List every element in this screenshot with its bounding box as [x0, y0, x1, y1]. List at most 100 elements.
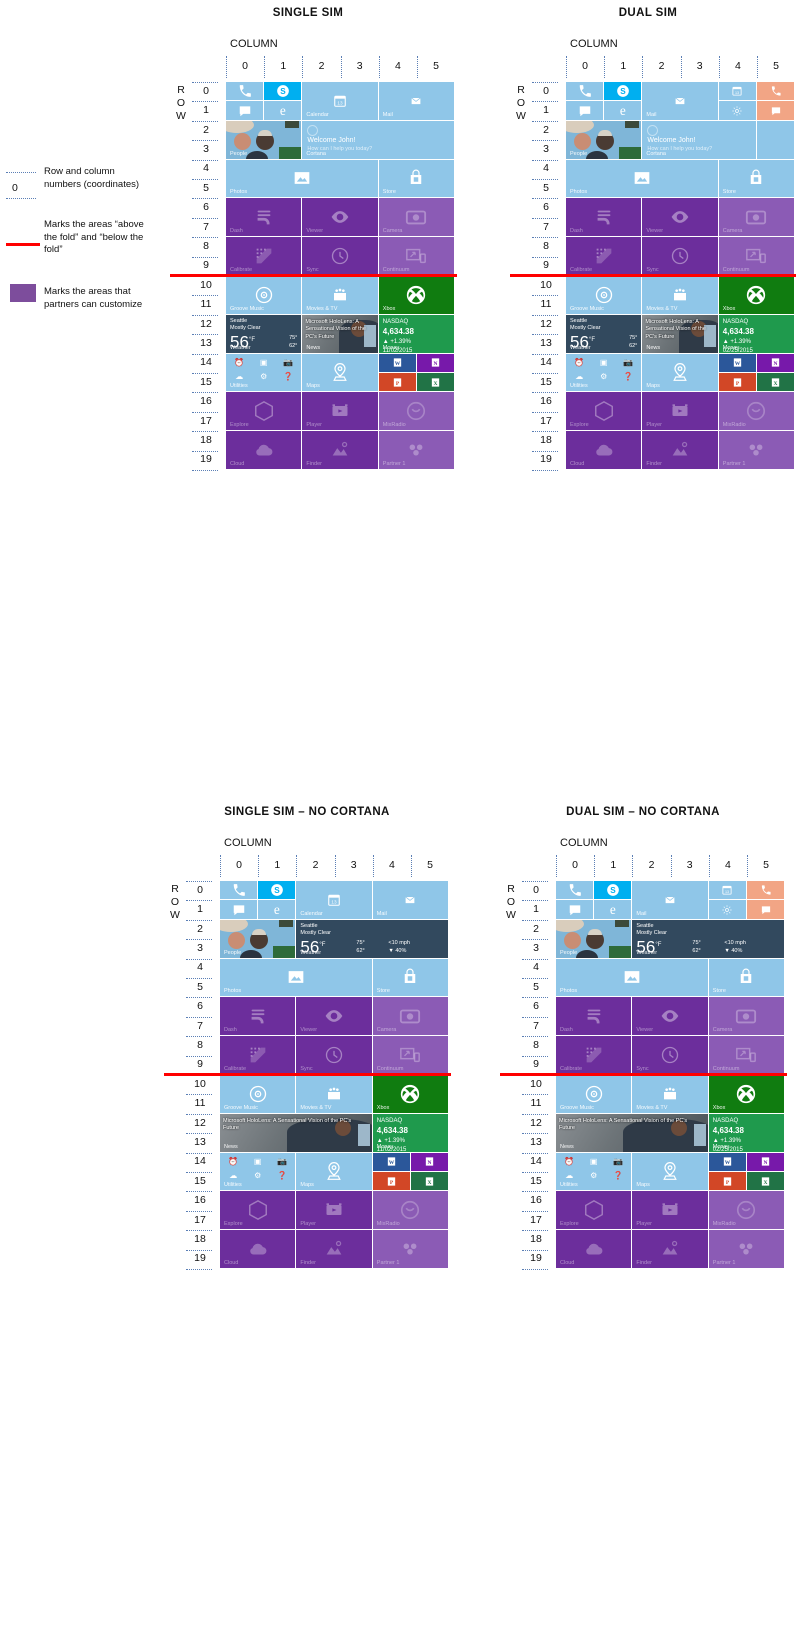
tile-camera[interactable]: Camera — [718, 198, 795, 237]
tile-weather[interactable]: Seattle Mostly Clear 56°F 75° 62° Weather — [226, 314, 302, 353]
tile-mail[interactable]: Mail — [632, 881, 708, 919]
tile-excel[interactable]: X — [410, 1171, 449, 1191]
tile-cloud[interactable]: Cloud — [220, 1230, 296, 1268]
tile-office-group[interactable]: W N P X — [378, 353, 455, 392]
tile-explore[interactable]: Explore — [566, 392, 642, 431]
tile-store[interactable]: Store — [718, 159, 795, 198]
tile-calendar[interactable]: 13 Calendar — [296, 881, 372, 919]
tile-finder[interactable]: Finder — [632, 1230, 708, 1268]
tile-maps[interactable]: Maps — [296, 1152, 372, 1191]
tile-finder[interactable]: Finder — [296, 1230, 372, 1268]
tile-onenote[interactable]: N — [756, 353, 795, 372]
tile-people[interactable]: People — [556, 919, 632, 958]
tile-powerpoint[interactable]: P — [372, 1171, 410, 1191]
tile-groove-music[interactable]: Groove Music — [556, 1075, 632, 1113]
tile-word[interactable]: W — [372, 1152, 410, 1171]
tile-groove-music[interactable]: Groove Music — [226, 276, 302, 314]
tile-weather[interactable]: Seattle Mostly Clear 56°F 75° 62° Weather — [566, 314, 642, 353]
tile-store[interactable]: Store — [708, 958, 785, 997]
tile-office-group[interactable]: W N P X — [718, 353, 795, 392]
tile-calibrate[interactable]: Calibrate — [566, 237, 642, 275]
tile-cortana[interactable]: Welcome John! How can I help you today? Co… — [642, 120, 756, 159]
tile-photos[interactable]: Photos — [226, 159, 378, 198]
tile-store[interactable]: Store — [378, 159, 455, 198]
tile-continuum[interactable]: Continuum — [372, 1036, 449, 1074]
tile-maps[interactable]: Maps — [302, 353, 378, 392]
tile-mixradio[interactable]: MixRadio — [372, 1191, 449, 1230]
tile-powerpoint[interactable]: P — [718, 372, 756, 392]
tile-edge[interactable]: e — [258, 900, 296, 919]
tile-skype[interactable]: S — [594, 881, 632, 900]
tile-sync[interactable]: Sync — [642, 237, 718, 275]
tile-phone[interactable] — [556, 881, 594, 900]
tile-sync[interactable]: Sync — [302, 237, 378, 275]
tile-money[interactable]: NASDAQ 4,634.38 ▲ +1.39% 02/25/2015 Money — [718, 314, 795, 353]
tile-phone-2[interactable] — [757, 82, 795, 101]
tile-calendar[interactable]: 13 Calendar — [302, 82, 378, 120]
tile-photos[interactable]: Photos — [566, 159, 718, 198]
tile-money[interactable]: NASDAQ 4,634.38 ▲ +1.39% 02/25/2015 Money — [708, 1113, 785, 1152]
tile-calendar[interactable]: 13 — [708, 881, 746, 900]
tile-office-group[interactable]: W N P X — [372, 1152, 449, 1191]
tile-messaging-2[interactable] — [757, 101, 795, 120]
tile-weather[interactable]: Seattle Mostly Clear 56°F 75° 62° <10 mph ▼ 40… — [632, 919, 785, 958]
tile-store[interactable]: Store — [372, 958, 449, 997]
tile-movies-tv[interactable]: Movies & TV — [632, 1075, 708, 1113]
tile-office-group[interactable]: W N P X — [708, 1152, 785, 1191]
tile-onenote[interactable]: N — [410, 1152, 449, 1171]
tile-word[interactable]: W — [708, 1152, 746, 1171]
tile-settings[interactable] — [718, 101, 756, 120]
tile-messaging[interactable] — [226, 101, 264, 120]
tile-groove-music[interactable]: Groove Music — [566, 276, 642, 314]
tile-phone[interactable] — [220, 881, 258, 900]
tile-skype[interactable]: S — [604, 82, 642, 101]
tile-messaging[interactable] — [556, 900, 594, 919]
tile-phone[interactable] — [226, 82, 264, 101]
tile-edge[interactable]: e — [264, 101, 302, 120]
tile-word[interactable]: W — [718, 353, 756, 372]
tile-groove-music[interactable]: Groove Music — [220, 1075, 296, 1113]
tile-partner[interactable]: Partner 1 — [378, 431, 455, 469]
tile-settings[interactable] — [708, 900, 746, 919]
tile-people[interactable]: People — [566, 120, 642, 159]
tile-word[interactable]: W — [378, 353, 416, 372]
tile-dash[interactable]: Dash — [220, 997, 296, 1036]
tile-messaging[interactable] — [566, 101, 604, 120]
tile-mail[interactable]: Mail — [642, 82, 718, 120]
tile-viewer[interactable]: Viewer — [296, 997, 372, 1036]
tile-explore[interactable]: Explore — [220, 1191, 296, 1230]
tile-camera[interactable]: Camera — [378, 198, 455, 237]
tile-powerpoint[interactable]: P — [378, 372, 416, 392]
tile-utilities[interactable]: ⏰ ▣ 📷 ☁ ⚙ ❓ Utilities — [556, 1152, 632, 1191]
tile-partner[interactable]: Partner 1 — [372, 1230, 449, 1268]
tile-messaging[interactable] — [220, 900, 258, 919]
tile-money[interactable]: NASDAQ 4,634.38 ▲ +1.39% 11/02/2015 Money — [372, 1113, 449, 1152]
tile-sync[interactable]: Sync — [632, 1036, 708, 1074]
tile-onenote[interactable]: N — [746, 1152, 785, 1171]
tile-player[interactable]: Player — [296, 1191, 372, 1230]
tile-xbox[interactable]: Xbox — [378, 276, 455, 314]
tile-mixradio[interactable]: MixRadio — [718, 392, 795, 431]
tile-money[interactable]: NASDAQ 4,634.38 ▲ +1.39% 11/02/2015 Money — [378, 314, 455, 353]
tile-messaging-2[interactable] — [747, 900, 785, 919]
tile-movies-tv[interactable]: Movies & TV — [296, 1075, 372, 1113]
tile-weather[interactable]: Seattle Mostly Clear 56°F 75° 62° <10 mph ▼ 40… — [296, 919, 449, 958]
tile-excel[interactable]: X — [746, 1171, 785, 1191]
tile-maps[interactable]: Maps — [632, 1152, 708, 1191]
tile-dash[interactable]: Dash — [566, 198, 642, 237]
tile-empty-blue[interactable] — [757, 120, 795, 159]
tile-photos[interactable]: Photos — [220, 958, 372, 997]
tile-movies-tv[interactable]: Movies & TV — [642, 276, 718, 314]
tile-news[interactable]: Microsoft HoloLens: A Sensational Vision… — [642, 314, 718, 353]
tile-calibrate[interactable]: Calibrate — [226, 237, 302, 275]
tile-dash[interactable]: Dash — [226, 198, 302, 237]
tile-explore[interactable]: Explore — [226, 392, 302, 431]
tile-mail[interactable]: Mail — [372, 881, 449, 919]
tile-onenote[interactable]: N — [416, 353, 455, 372]
tile-excel[interactable]: X — [416, 372, 455, 392]
tile-player[interactable]: Player — [642, 392, 718, 431]
tile-mail[interactable]: Mail — [378, 82, 455, 120]
tile-calendar[interactable]: 13 — [718, 82, 756, 101]
tile-people[interactable]: People — [226, 120, 302, 159]
tile-explore[interactable]: Explore — [556, 1191, 632, 1230]
